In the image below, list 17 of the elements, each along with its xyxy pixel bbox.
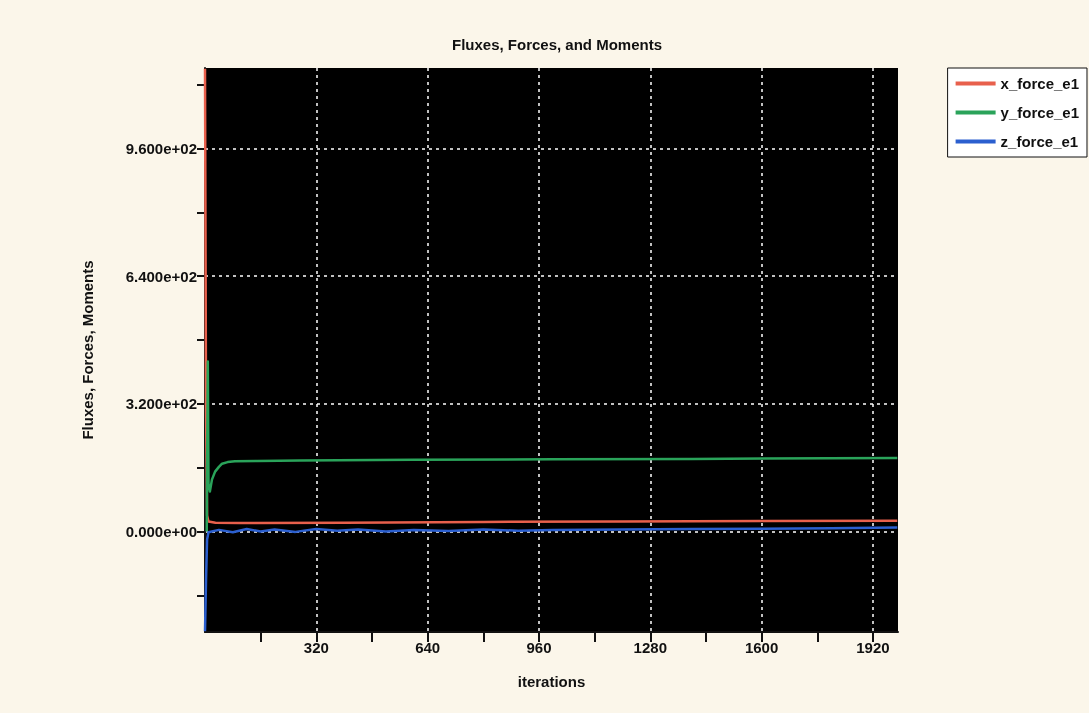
y-tick-label: 9.600e+02 — [125, 140, 197, 158]
y-axis-title: Fluxes, Forces, Moments — [79, 260, 96, 440]
y-tick-label: 0.000e+00 — [125, 522, 197, 540]
x-tick-label: 320 — [303, 639, 329, 656]
chart-title: Fluxes, Forces, and Moments — [451, 36, 663, 53]
y-tick-label: 6.400e+02 — [125, 267, 197, 285]
line-series — [205, 360, 899, 533]
legend-label: x_force_e1 — [1000, 75, 1080, 92]
x-tick-label: 1920 — [856, 639, 890, 656]
legend-label: z_force_e1 — [1000, 133, 1079, 150]
x-tick-label: 1600 — [744, 639, 779, 656]
x-tick-label: 640 — [415, 639, 441, 656]
y-tick-label: 3.200e+02 — [125, 395, 197, 413]
x-tick-label: 1280 — [633, 639, 667, 656]
x-axis-title: iterations — [517, 673, 586, 690]
x-tick-label: 960 — [526, 639, 552, 656]
legend-label: y_force_e1 — [1000, 104, 1080, 121]
